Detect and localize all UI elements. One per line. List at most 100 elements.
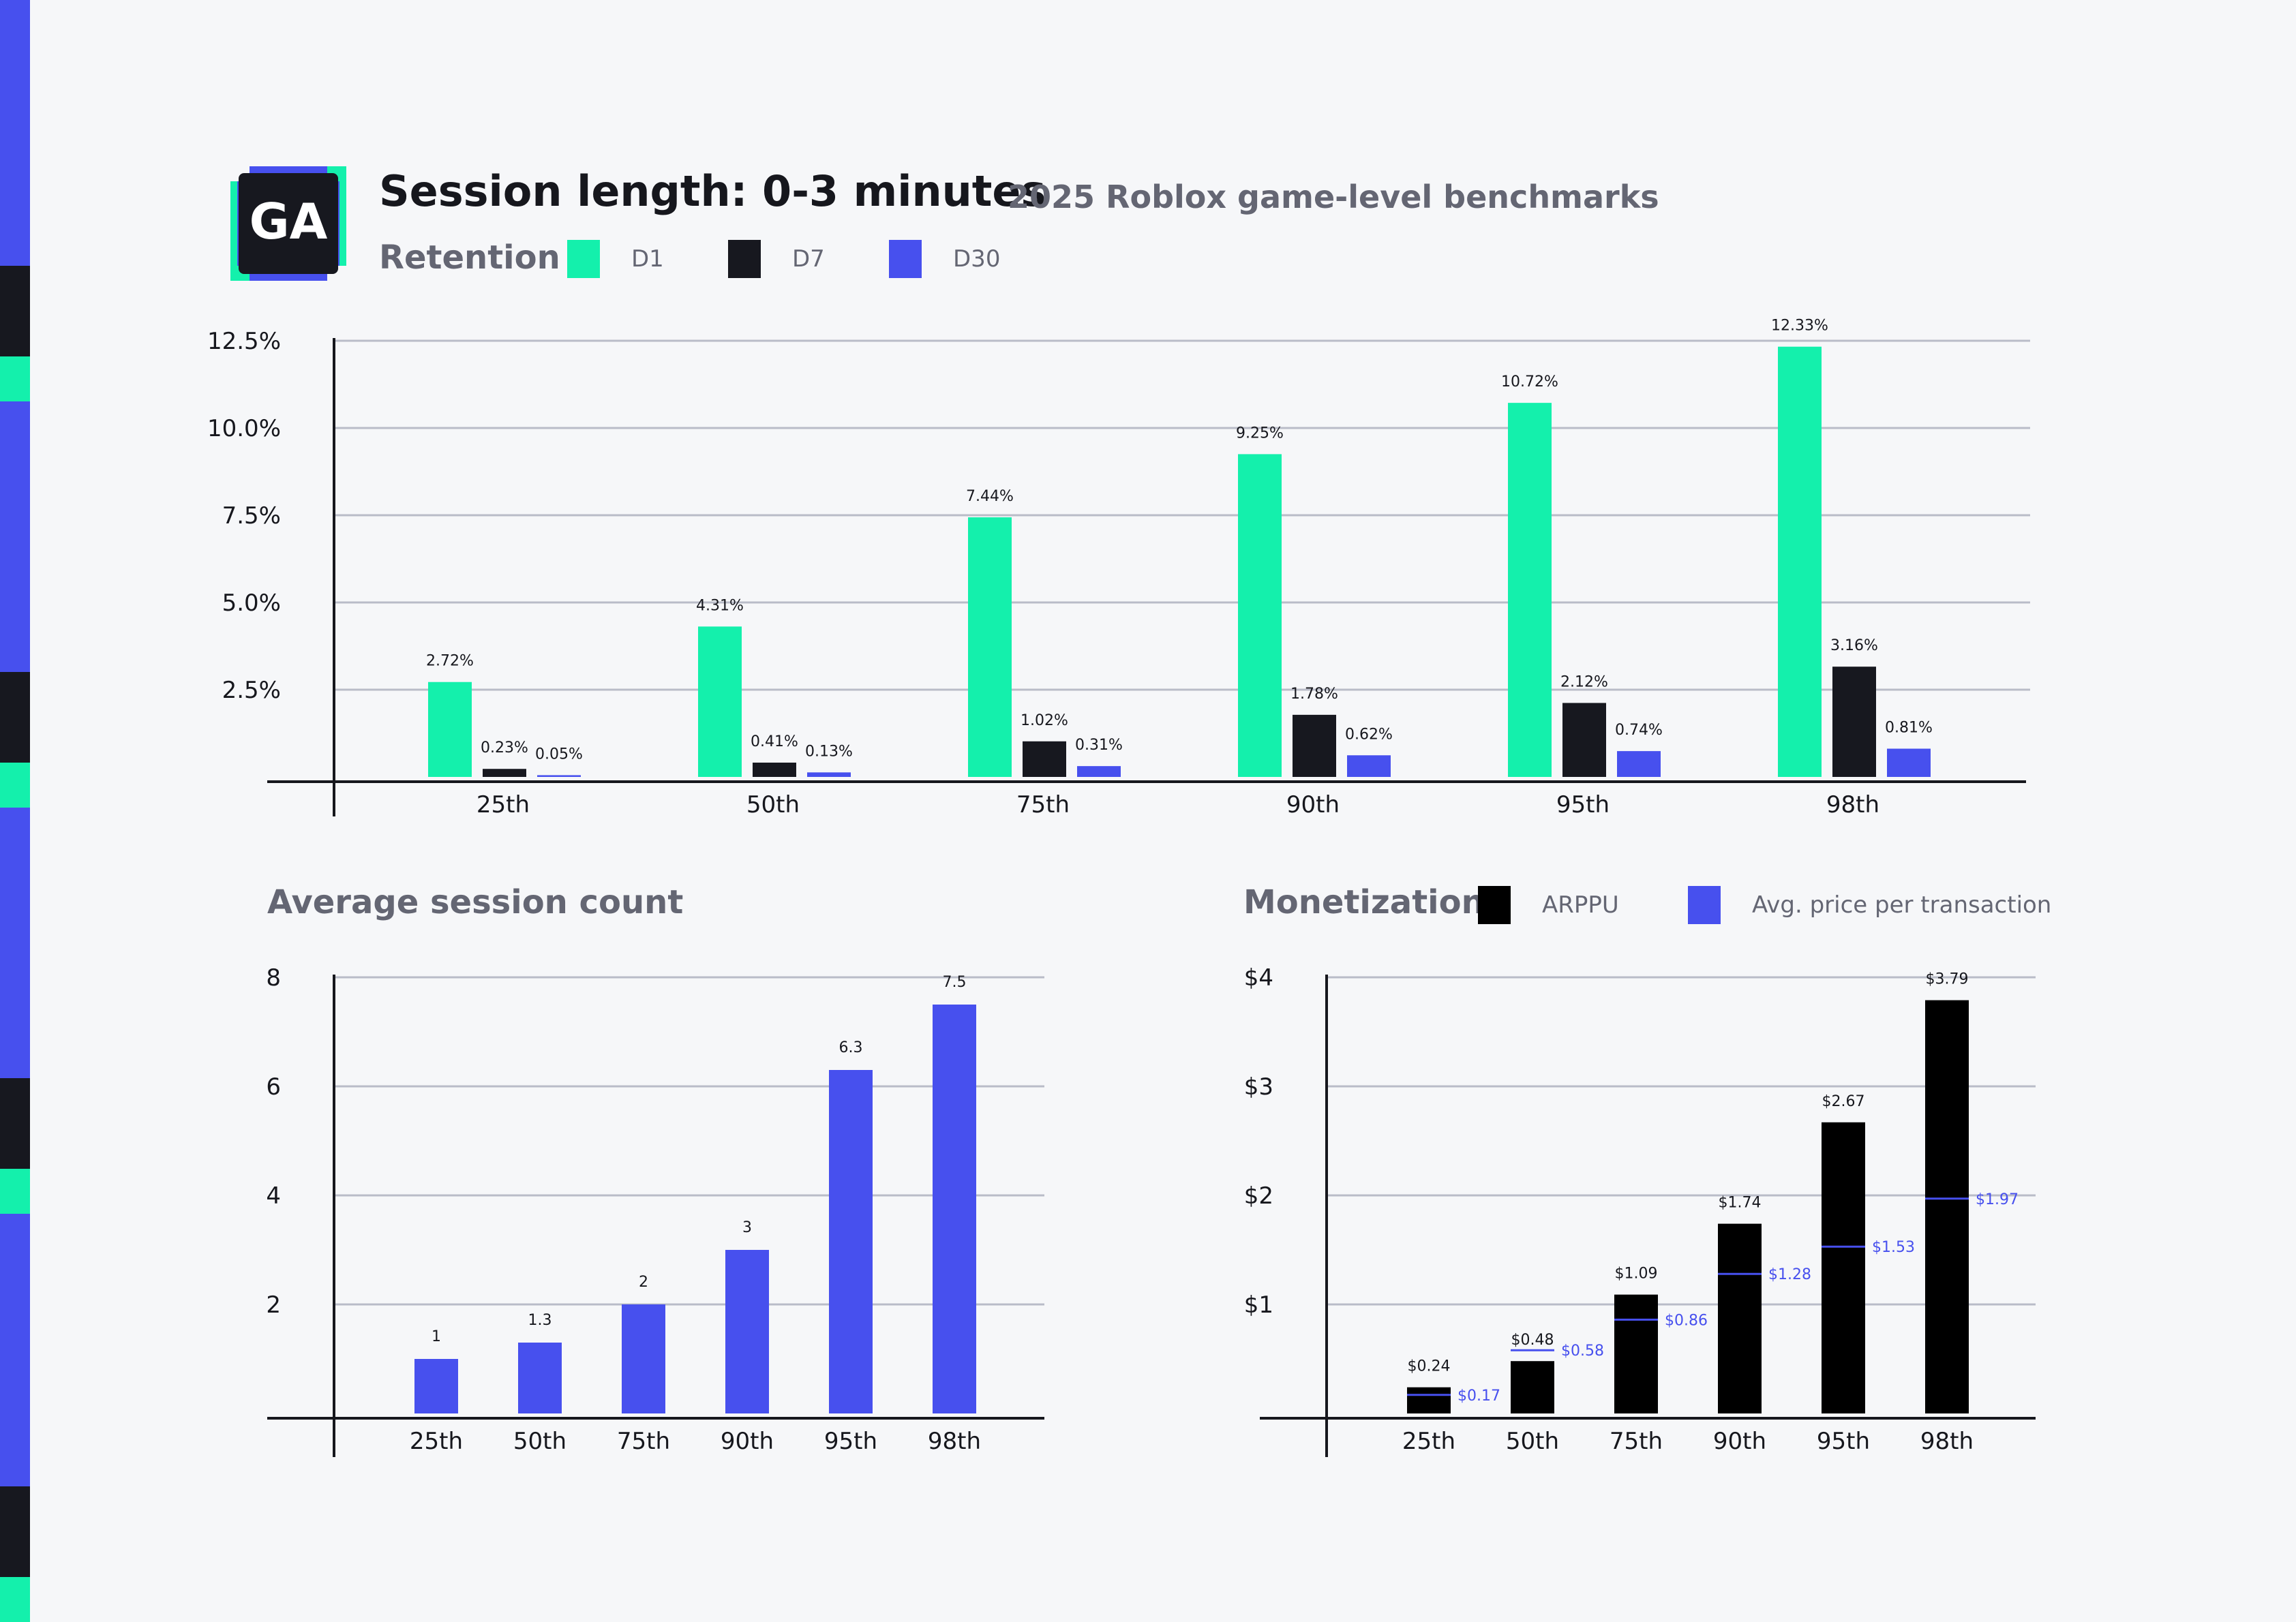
monetization-data-label-avg-price: $0.86	[1665, 1312, 1708, 1329]
retention-y-tick-label: 12.5%	[207, 328, 281, 355]
legend-swatch-avg-price	[1688, 886, 1721, 924]
monetization-data-label-avg-price: $1.53	[1872, 1239, 1915, 1256]
retention-data-label-d7: 1.78%	[1290, 686, 1338, 703]
legend-label-avg-price: Avg. price per transaction	[1752, 891, 2052, 919]
retention-data-label-d7: 2.12%	[1560, 673, 1608, 690]
retention-bar-d30	[1347, 755, 1391, 777]
monetization-data-label-avg-price: $0.58	[1561, 1343, 1604, 1360]
monetization-data-label-arppu: $3.79	[1926, 971, 1969, 988]
retention-data-label-d1: 9.25%	[1236, 425, 1284, 442]
retention-data-label-d30: 0.62%	[1345, 726, 1393, 743]
retention-x-tick-label: 95th	[1556, 791, 1610, 818]
monetization-x-tick-label: 75th	[1610, 1428, 1663, 1455]
monetization-y-tick-label: $1	[1244, 1291, 1273, 1319]
retention-data-label-d7: 0.23%	[481, 739, 528, 756]
monetization-bar-arppu	[1718, 1223, 1762, 1413]
monetization-data-label-avg-price: $1.28	[1768, 1266, 1811, 1283]
session-y-tick-label: 2	[266, 1291, 281, 1319]
session-x-tick-label: 90th	[721, 1428, 774, 1455]
page-subtitle: 2025 Roblox game-level benchmarks	[1008, 179, 1659, 215]
monetization-y-tick-label: $2	[1244, 1182, 1273, 1210]
legend-item-d30: D30	[889, 240, 1000, 278]
stripe-segment	[0, 401, 30, 672]
stripe-segment	[0, 672, 30, 763]
session-data-label: 2	[639, 1274, 648, 1291]
stripe-segment	[0, 1078, 30, 1169]
retention-bar-d1	[1508, 403, 1552, 777]
side-stripe	[0, 0, 30, 1622]
retention-bar-d30	[1077, 766, 1121, 777]
session-x-tick-label: 95th	[824, 1428, 877, 1455]
retention-bar-d30	[1887, 748, 1931, 777]
retention-data-label-d30: 0.05%	[535, 746, 583, 763]
retention-y-tick-label: 7.5%	[222, 502, 281, 530]
retention-data-label-d7: 1.02%	[1021, 712, 1068, 729]
monetization-data-label-avg-price: $1.97	[1976, 1191, 2019, 1208]
session-count-label: Average session count	[267, 883, 684, 921]
session-x-tick-label: 75th	[617, 1428, 670, 1455]
legend-item-d1: D1	[567, 240, 664, 278]
retention-bar-d30	[807, 772, 851, 777]
monetization-y-tick-label: $4	[1244, 964, 1273, 992]
session-data-label: 3	[742, 1219, 752, 1236]
monetization-x-tick-label: 98th	[1920, 1428, 1974, 1455]
retention-x-tick-label: 25th	[477, 791, 530, 818]
monetization-bar-arppu	[1511, 1361, 1554, 1413]
session-x-tick-label: 25th	[410, 1428, 463, 1455]
session-y-tick-label: 8	[266, 964, 281, 992]
logo-text: GA	[250, 193, 328, 250]
monetization-data-label-arppu: $1.74	[1719, 1195, 1762, 1212]
retention-data-label-d1: 10.72%	[1501, 373, 1558, 391]
stripe-segment	[0, 266, 30, 356]
monetization-y-tick-label: $3	[1244, 1073, 1273, 1101]
stripe-segment	[0, 763, 30, 808]
monetization-bar-arppu	[1614, 1294, 1658, 1413]
monetization-data-label-arppu: $0.48	[1511, 1332, 1554, 1349]
session-bar	[414, 1359, 458, 1413]
page-title: Session length: 0-3 minutes	[379, 166, 1046, 216]
stripe-segment	[0, 356, 30, 401]
stripe-segment	[0, 0, 30, 266]
retention-x-tick-label: 90th	[1286, 791, 1340, 818]
legend-swatch-d1	[567, 240, 600, 278]
session-y-tick-label: 6	[266, 1073, 281, 1101]
monetization-x-tick-label: 25th	[1402, 1428, 1455, 1455]
retention-bar-d7	[483, 769, 526, 777]
retention-bar-d1	[968, 517, 1012, 777]
retention-data-label-d30: 0.81%	[1885, 720, 1933, 737]
session-y-tick-label: 4	[266, 1182, 281, 1210]
monetization-x-tick-label: 50th	[1506, 1428, 1559, 1455]
retention-bar-d7	[1023, 741, 1066, 777]
retention-data-label-d30: 0.31%	[1075, 737, 1123, 754]
legend-swatch-d30	[889, 240, 922, 278]
session-x-tick-label: 50th	[513, 1428, 567, 1455]
retention-bar-d7	[753, 763, 796, 777]
legend-item-arppu: ARPPU	[1478, 886, 1619, 924]
retention-bar-d1	[1778, 346, 1822, 778]
monetization-bar-arppu	[1822, 1122, 1865, 1413]
session-data-label: 6.3	[839, 1039, 863, 1056]
monetization-data-label-avg-price: $0.17	[1457, 1388, 1500, 1405]
retention-data-label-d7: 3.16%	[1830, 637, 1878, 654]
monetization-data-label-arppu: $2.67	[1822, 1093, 1865, 1110]
session-x-tick-label: 98th	[928, 1428, 981, 1455]
stripe-segment	[0, 1214, 30, 1486]
stripe-segment	[0, 808, 30, 1078]
retention-y-tick-label: 5.0%	[222, 590, 281, 617]
monetization-x-tick-label: 90th	[1713, 1428, 1766, 1455]
legend-swatch-arppu	[1478, 886, 1511, 924]
legend-swatch-d7	[728, 240, 761, 278]
retention-data-label-d1: 2.72%	[426, 653, 474, 670]
retention-bar-d30	[1617, 751, 1661, 777]
retention-data-label-d1: 7.44%	[966, 488, 1014, 505]
monetization-data-label-arppu: $1.09	[1615, 1266, 1658, 1283]
retention-bar-d30	[537, 775, 581, 777]
retention-data-label-d1: 4.31%	[696, 597, 744, 614]
retention-bar-d7	[1832, 667, 1876, 777]
retention-label: Retention	[379, 239, 560, 277]
legend-label-d30: D30	[953, 245, 1001, 273]
stripe-segment	[0, 1169, 30, 1214]
session-bar	[622, 1304, 665, 1413]
